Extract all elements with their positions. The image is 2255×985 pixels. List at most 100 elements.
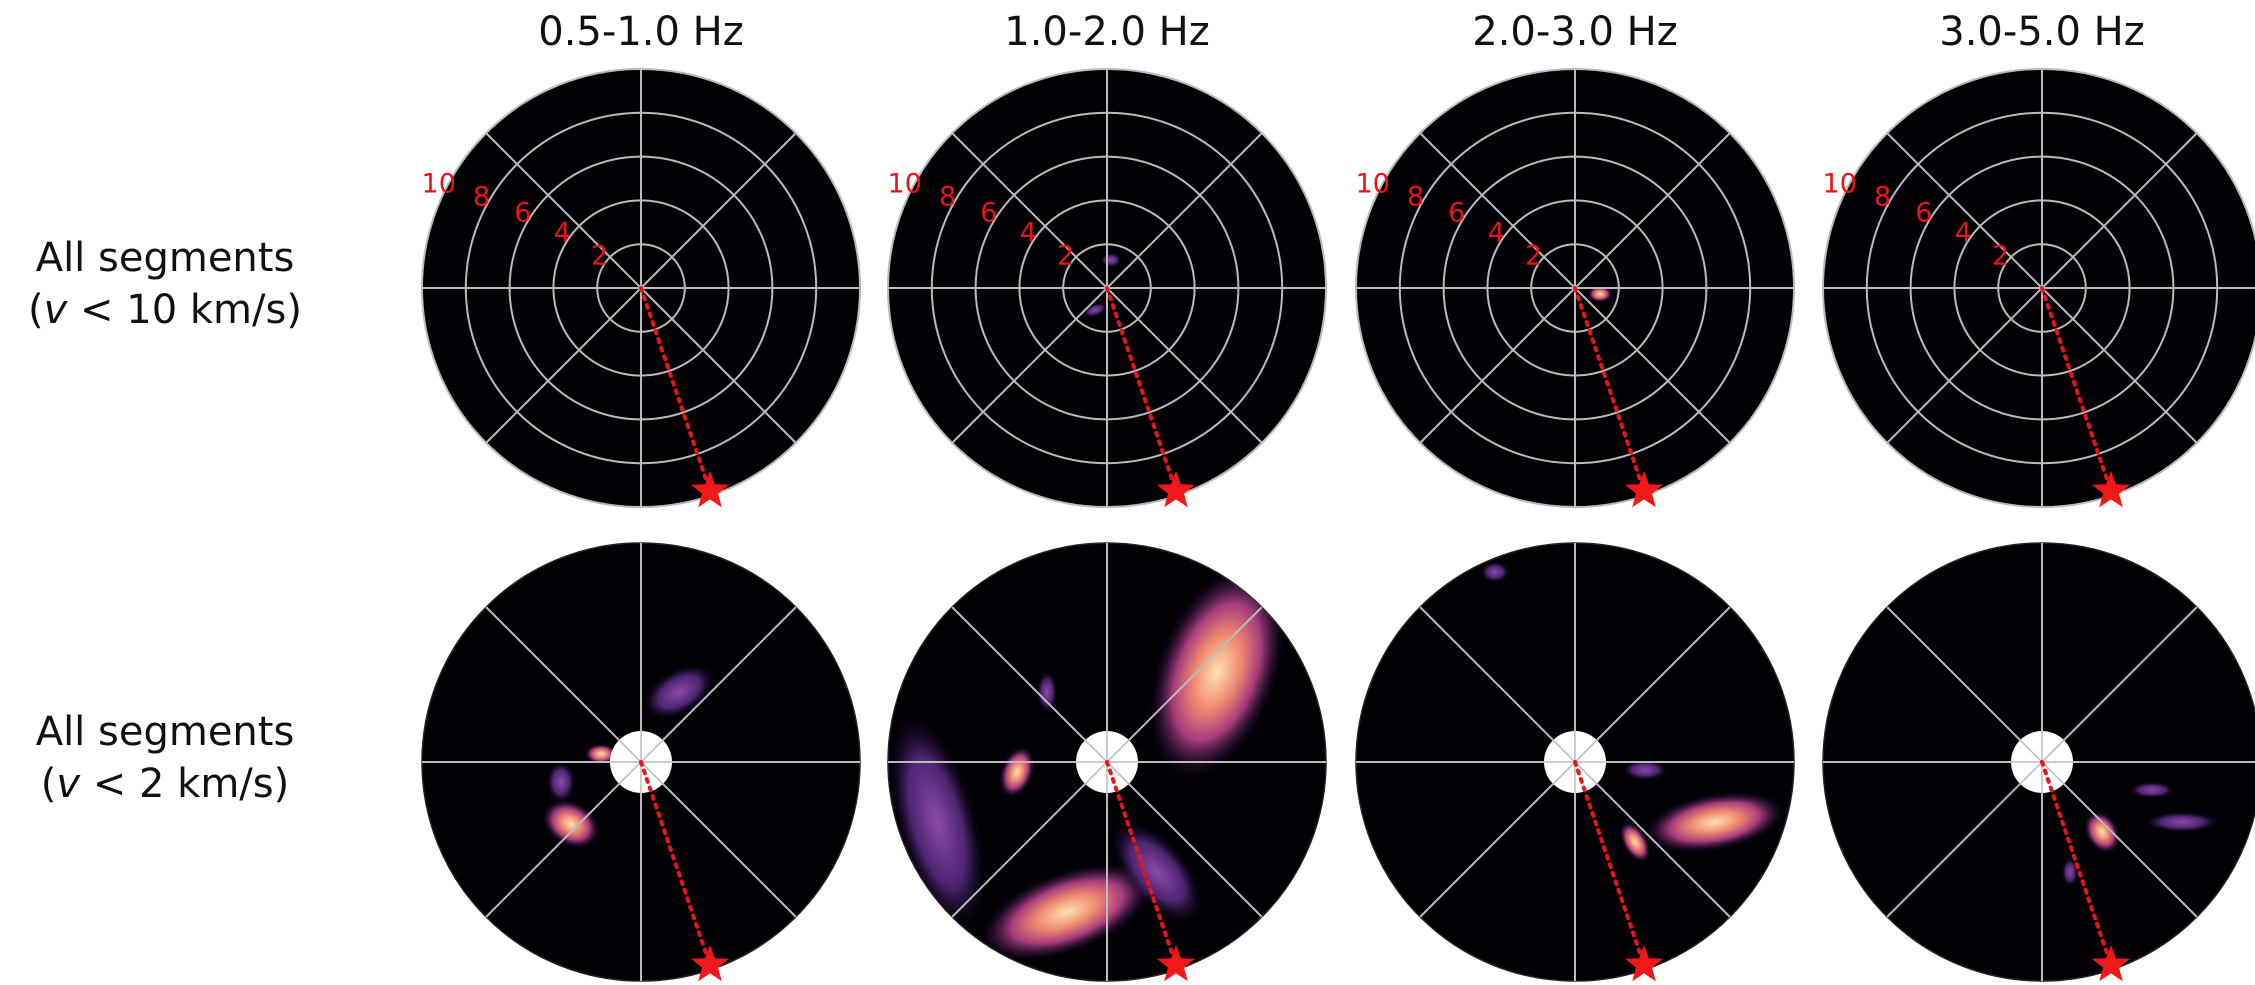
spoke: [1419, 606, 1576, 763]
row-label: All segments: [36, 235, 295, 281]
row-label: (v < 10 km/s): [28, 287, 302, 333]
spoke: [1886, 287, 2043, 444]
source-direction: [1105, 286, 1178, 493]
spoke: [1106, 761, 1263, 918]
radial-tick-label: 2: [1992, 240, 2009, 271]
heat-blob: [2130, 782, 2174, 798]
radial-tick-label: 10: [888, 168, 922, 199]
source-star: [1157, 945, 1195, 982]
heat-blob: [1588, 286, 1612, 302]
source-direction: [639, 286, 712, 493]
radial-tick-label: 2: [1057, 240, 1074, 271]
center-spoke: [1106, 761, 1130, 785]
center-spoke: [1552, 761, 1576, 785]
source-direction: [2040, 760, 2113, 967]
radial-tick-label: 6: [980, 198, 997, 229]
spoke: [2041, 132, 2198, 289]
heat-blob: [999, 746, 1035, 798]
heat-blob: [1101, 253, 1121, 267]
center-spoke: [1084, 739, 1108, 763]
row-label: (v < 2 km/s): [41, 761, 289, 807]
heat-blob: [2062, 858, 2078, 886]
radial-tick-label: 8: [1407, 181, 1424, 212]
source-star: [2092, 471, 2130, 508]
radial-tick-label: 6: [1915, 198, 1932, 229]
column-title: 0.5-1.0 Hz: [538, 9, 743, 55]
radial-tick-label: 8: [939, 181, 956, 212]
heat-blob: [547, 762, 575, 802]
spoke: [951, 287, 1108, 444]
spoke: [951, 606, 1108, 763]
center-spoke: [1552, 739, 1576, 763]
heat-blob: [2084, 811, 2120, 853]
heat-layer: [1588, 286, 1612, 302]
radial-tick-label: 4: [1020, 217, 1037, 248]
heat-blob: [542, 799, 600, 849]
spoke: [1574, 761, 1731, 918]
radial-tick-label: 6: [514, 198, 531, 229]
radial-tick-label: 8: [1874, 181, 1891, 212]
spoke: [1419, 287, 1576, 444]
source-star: [1625, 945, 1663, 982]
center-spoke: [2019, 739, 2043, 763]
spoke: [1886, 132, 2043, 289]
heat-blob: [2146, 812, 2218, 832]
spoke: [1886, 606, 2043, 763]
spoke: [485, 606, 642, 763]
spoke: [2041, 287, 2198, 444]
heat-blob: [981, 863, 1153, 961]
spoke: [1106, 606, 1263, 763]
spoke: [1574, 287, 1731, 444]
spoke: [640, 606, 797, 763]
row-label-part: < 10 km/s): [67, 287, 302, 333]
row-labels: All segments (v < 10 km/s) All segments (v …: [28, 235, 302, 807]
center-spoke: [640, 761, 664, 785]
spoke: [951, 761, 1108, 918]
spoke: [2041, 761, 2198, 918]
radial-tick-label: 10: [1823, 168, 1857, 199]
center-spoke: [2019, 761, 2043, 785]
source-star: [1625, 471, 1663, 508]
heat-blob: [1037, 672, 1057, 712]
center-spoke: [2041, 761, 2065, 785]
source-star: [691, 945, 729, 982]
spoke: [1886, 761, 2043, 918]
source-direction: [1573, 286, 1646, 493]
heat-blob: [889, 715, 985, 929]
source-star: [1157, 471, 1195, 508]
row-label-part: v: [44, 287, 69, 333]
center-spoke: [1574, 739, 1598, 763]
radial-tick-label: 2: [591, 240, 608, 271]
center-spoke: [618, 739, 642, 763]
radial-tick-label: 10: [422, 168, 456, 199]
center-spoke: [1106, 739, 1130, 763]
polar-panel: [1822, 542, 2255, 982]
radial-tick-label: 4: [1488, 217, 1505, 248]
heat-blob: [1619, 822, 1651, 862]
row-label: All segments: [36, 709, 295, 755]
spoke: [951, 132, 1108, 289]
radial-tick-label: 6: [1448, 198, 1465, 229]
row-label-part: v: [56, 761, 81, 807]
radial-tick-label: 2: [1525, 240, 1542, 271]
center-spoke: [640, 739, 664, 763]
spoke: [1106, 132, 1263, 289]
center-spoke: [2041, 739, 2065, 763]
column-title: 1.0-2.0 Hz: [1004, 9, 1209, 55]
radial-tick-label: 10: [1356, 168, 1390, 199]
heat-blob: [1623, 760, 1667, 780]
source-star: [691, 471, 729, 508]
spoke: [640, 287, 797, 444]
radial-tick-label: 4: [1955, 217, 1972, 248]
heat-blob: [1645, 791, 1785, 853]
spoke: [485, 761, 642, 918]
spoke: [1574, 132, 1731, 289]
source-direction: [2040, 286, 2113, 493]
spoke: [485, 132, 642, 289]
source-star: [2092, 945, 2130, 982]
spoke: [640, 132, 797, 289]
